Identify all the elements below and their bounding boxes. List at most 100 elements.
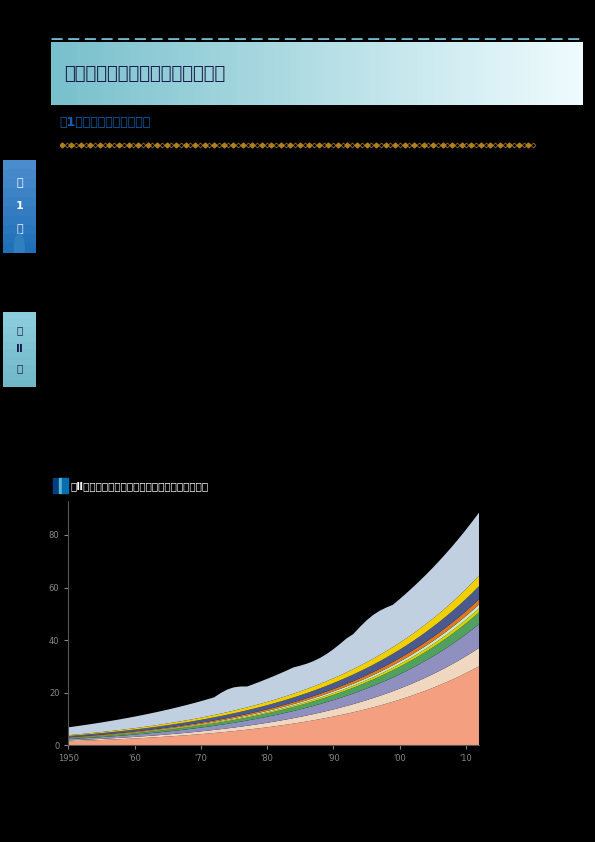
Bar [546,42,551,105]
Bar [402,42,408,105]
Bar [109,42,114,105]
Bar [530,42,535,105]
Bar [466,42,471,105]
Bar [556,42,562,105]
Bar [338,42,343,105]
Bar [3,372,36,380]
Text: 図Ⅱ－４－１　世界の漁業・養殖業生産量の推移: 図Ⅱ－４－１ 世界の漁業・養殖業生産量の推移 [71,481,209,491]
Bar [327,42,333,105]
Bar [162,42,168,105]
Text: 第: 第 [16,179,23,188]
Bar [306,42,312,105]
Text: Ⅱ: Ⅱ [16,344,23,354]
Bar [514,42,519,105]
Bar [3,216,36,225]
Bar [567,42,572,105]
Bar [215,42,221,105]
Bar [99,42,104,105]
Bar [53,478,58,493]
Bar [195,42,200,105]
Bar [333,42,338,105]
Bar [77,42,83,105]
Bar [93,42,99,105]
Bar [237,42,242,105]
Bar [312,42,317,105]
Bar [386,42,392,105]
Bar [3,169,36,179]
Bar [434,42,439,105]
Bar [285,42,290,105]
Bar [51,42,56,105]
Bar [72,42,77,105]
Bar [375,42,381,105]
Bar [322,42,327,105]
Text: 章: 章 [16,364,23,373]
Bar [349,42,354,105]
Text: 第: 第 [16,326,23,335]
Bar [67,42,72,105]
Bar [3,160,36,169]
Bar [343,42,349,105]
Text: 第４節　水産業をめぐる国際情勢: 第４節 水産業をめぐる国際情勢 [64,65,225,83]
Bar [519,42,525,105]
Bar [562,42,567,105]
Bar [152,42,157,105]
Bar [3,349,36,357]
Bar [58,478,62,493]
Bar [578,42,583,105]
Bar [551,42,556,105]
Bar [525,42,530,105]
Bar [370,42,375,105]
Bar [221,42,226,105]
Bar [168,42,173,105]
Bar [231,42,237,105]
Text: 1: 1 [15,201,23,211]
Bar [3,206,36,216]
Bar [487,42,493,105]
Bar [444,42,450,105]
Bar [3,197,36,206]
Bar [3,319,36,327]
Bar [3,334,36,342]
Bar [264,42,269,105]
Bar [418,42,423,105]
Bar [477,42,482,105]
Bar [130,42,136,105]
Text: （1）世界の漁業・養殖業: （1）世界の漁業・養殖業 [60,116,151,130]
Bar [482,42,487,105]
Bar [290,42,296,105]
Bar [3,179,36,188]
Bar [3,312,36,319]
Bar [3,380,36,387]
Bar [120,42,125,105]
Bar [3,365,36,372]
Bar [397,42,402,105]
Bar [450,42,455,105]
Bar [535,42,540,105]
Bar [296,42,301,105]
Bar [104,42,109,105]
Bar [3,243,36,253]
Bar [317,42,322,105]
Bar [62,478,68,493]
Bar [184,42,189,105]
Bar [3,342,36,349]
Bar [226,42,231,105]
Bar [3,188,36,197]
Bar [269,42,274,105]
Bar [280,42,285,105]
Bar [359,42,365,105]
Bar [242,42,248,105]
Bar [157,42,162,105]
Bar [461,42,466,105]
Bar [493,42,498,105]
Bar [61,42,67,105]
Bar [439,42,444,105]
Bar [365,42,370,105]
Bar [141,42,146,105]
Bar [301,42,306,105]
Bar [189,42,195,105]
Bar [3,357,36,365]
Bar [248,42,253,105]
Bar [503,42,509,105]
